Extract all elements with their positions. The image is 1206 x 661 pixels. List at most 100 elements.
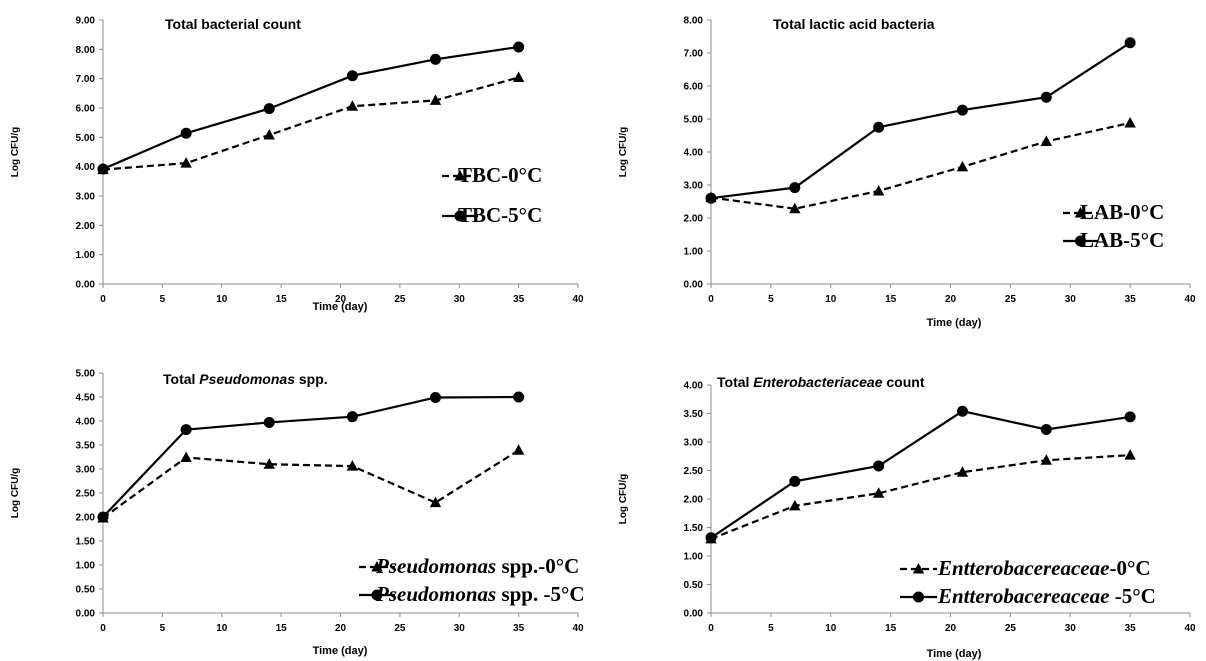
y-axis-label: Log CFU/g — [618, 474, 629, 525]
data-point — [873, 460, 885, 472]
x-tick-label: 35 — [1125, 294, 1137, 305]
data-point — [1040, 423, 1052, 435]
y-tick-label: 3.00 — [684, 438, 704, 449]
y-tick-label: 4.50 — [76, 393, 96, 404]
y-tick-label: 3.00 — [684, 181, 704, 192]
y-tick-label: 4.00 — [76, 162, 96, 173]
legend-marker — [371, 589, 383, 601]
x-tick-label: 0 — [100, 623, 106, 634]
y-axis-label: Log CFU/g — [10, 468, 21, 519]
data-point — [956, 466, 969, 477]
y-tick-label: 2.50 — [76, 489, 96, 500]
data-point — [513, 391, 525, 403]
legend-label-part: LAB-5°C — [1080, 228, 1164, 252]
x-tick-label: 20 — [945, 623, 957, 634]
legend-marker — [1075, 235, 1086, 247]
y-axis-label: Log CFU/g — [618, 127, 629, 178]
legend-marker — [371, 561, 383, 572]
legend-marker — [454, 170, 466, 181]
legend-label-part: TBC-0°C — [458, 163, 542, 187]
legend-label: TBC-0°C — [458, 163, 542, 187]
data-point — [1124, 449, 1136, 460]
y-tick-label: 5.00 — [76, 369, 96, 380]
x-tick-label: 35 — [1125, 623, 1137, 634]
y-tick-label: 7.00 — [684, 49, 704, 60]
legend-label-part: -5°C — [1109, 584, 1155, 608]
x-tick-label: 25 — [1005, 294, 1017, 305]
y-tick-label: 0.00 — [76, 609, 96, 620]
data-point — [956, 104, 968, 116]
y-tick-label: 1.00 — [76, 250, 96, 261]
x-tick-label: 15 — [276, 623, 288, 634]
chart-title-part: count — [882, 374, 924, 390]
data-point — [956, 160, 969, 172]
y-tick-label: 9.00 — [76, 16, 96, 27]
legend-label: Entterobacereaceae-0°C — [937, 556, 1151, 580]
series-line — [710, 454, 1131, 540]
series-line — [710, 41, 1131, 200]
legend-marker — [913, 591, 924, 603]
legend-label-part: spp. -5°C — [496, 582, 584, 606]
chart-panel: 0.00 0.50 1.00 1.50 2.00 2.50 3.00 3.50 4.00 0 5 10… — [618, 374, 1196, 660]
legend-label-part: -0°C — [1109, 556, 1150, 580]
y-tick-label: 7.00 — [76, 74, 96, 85]
x-tick-label: 30 — [454, 294, 466, 305]
chart-panel: 0.00 0.50 1.00 1.50 2.00 2.50 3.00 3.50 4.00 4.50… — [10, 369, 585, 658]
y-tick-label: 8.00 — [684, 16, 704, 27]
data-point — [1040, 454, 1052, 465]
chart-panel: 0.00 1.00 2.00 3.00 4.00 5.00 6.00 7.00 8.00 9.00… — [10, 16, 584, 314]
x-tick-label: 10 — [216, 623, 228, 634]
x-tick-label: 5 — [160, 294, 166, 305]
data-point — [1040, 135, 1052, 146]
data-point — [429, 496, 442, 508]
x-tick-label: 20 — [335, 623, 347, 634]
x-tick-label: 30 — [1065, 294, 1077, 305]
y-tick-label: 0.00 — [76, 280, 96, 291]
y-tick-label: 5.00 — [76, 133, 96, 144]
data-point — [180, 127, 192, 139]
series-line — [710, 410, 1131, 539]
legend-label: LAB-0°C — [1080, 200, 1164, 224]
legend-marker — [1074, 207, 1087, 218]
chart-title: Total bacterial count — [165, 16, 301, 32]
data-point — [1040, 91, 1052, 103]
data-point — [512, 71, 525, 82]
x-tick-label: 25 — [394, 623, 406, 634]
legend-label-part: TBC-5°C — [458, 203, 542, 227]
data-point — [263, 458, 275, 469]
y-tick-label: 0.00 — [684, 609, 704, 620]
data-point — [873, 121, 885, 133]
legend-label: TBC-5°C — [458, 203, 542, 227]
x-tick-label: 20 — [335, 294, 347, 305]
legend-label-part: Pseudomonas — [375, 554, 496, 578]
chart-title-part: Pseudomonas — [199, 371, 295, 387]
y-tick-label: 2.00 — [684, 495, 704, 506]
x-tick-label: 30 — [1065, 623, 1077, 634]
series-line — [102, 395, 519, 518]
y-axis-label: Log CFU/g — [10, 127, 21, 178]
y-tick-label: 2.00 — [76, 221, 96, 232]
chart-panel: 0.00 1.00 2.00 3.00 4.00 5.00 6.00 7.00 8.00 0 5 10… — [618, 16, 1196, 330]
x-tick-label: 20 — [945, 294, 957, 305]
y-tick-label: 3.00 — [76, 465, 96, 476]
legend-label: Pseudomonas spp.-0°C — [375, 554, 579, 578]
x-tick-label: 10 — [825, 294, 837, 305]
data-point — [956, 405, 968, 417]
series-line — [710, 121, 1131, 210]
x-tick-label: 0 — [708, 623, 714, 634]
data-point — [789, 475, 801, 487]
data-point — [705, 532, 717, 544]
y-tick-label: 4.00 — [684, 381, 704, 392]
data-point — [263, 416, 275, 428]
x-tick-label: 0 — [100, 294, 106, 305]
legend-label-part: Entterobacereaceae — [937, 556, 1109, 580]
legend-label-part: Entterobacereaceae — [937, 584, 1109, 608]
chart-title: Total lactic acid bacteria — [773, 16, 935, 32]
legend-label: Entterobacereaceae -5°C — [937, 584, 1156, 608]
data-point — [513, 41, 525, 53]
y-tick-label: 6.00 — [684, 82, 704, 93]
data-point — [346, 460, 359, 471]
y-tick-label: 3.50 — [684, 409, 704, 420]
data-point — [1124, 37, 1136, 49]
